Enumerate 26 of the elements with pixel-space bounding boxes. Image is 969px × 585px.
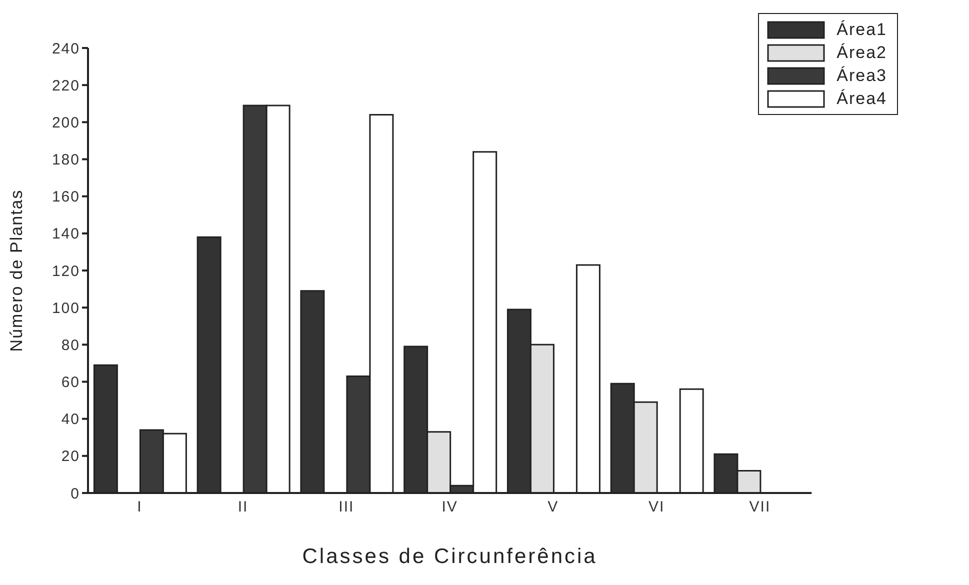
legend-label: Área4 — [836, 88, 887, 108]
x-tick-label: IV — [442, 498, 458, 516]
legend-label: Área3 — [836, 66, 887, 86]
x-tick-label: II — [238, 498, 248, 516]
y-tick-label: 200 — [52, 114, 80, 132]
y-tick-label: 160 — [52, 188, 80, 206]
x-tick-label: III — [338, 498, 354, 516]
y-tick-label: 20 — [61, 448, 80, 466]
legend-label: Área2 — [836, 42, 887, 62]
x-tick-label: V — [548, 498, 559, 516]
legend-label: Área1 — [836, 20, 887, 40]
y-axis-title: Número de Plantas — [7, 189, 26, 352]
x-tick-label: VII — [749, 498, 771, 516]
y-tick-label: 120 — [52, 262, 80, 280]
y-tick-label: 140 — [52, 226, 80, 243]
y-tick-label: 100 — [52, 300, 80, 317]
x-tick-label: VI — [648, 498, 665, 516]
y-tick-label: 60 — [61, 374, 80, 392]
y-tick-label: 180 — [52, 152, 80, 169]
y-tick-label: 220 — [52, 77, 80, 94]
y-tick-label: 80 — [61, 336, 80, 354]
y-tick-label: 40 — [61, 411, 80, 428]
y-tick-label: 240 — [52, 40, 80, 58]
x-axis-title: Classes de Circunferência — [302, 545, 598, 568]
y-tick-label: 0 — [70, 485, 80, 502]
x-tick-label: I — [137, 498, 142, 516]
